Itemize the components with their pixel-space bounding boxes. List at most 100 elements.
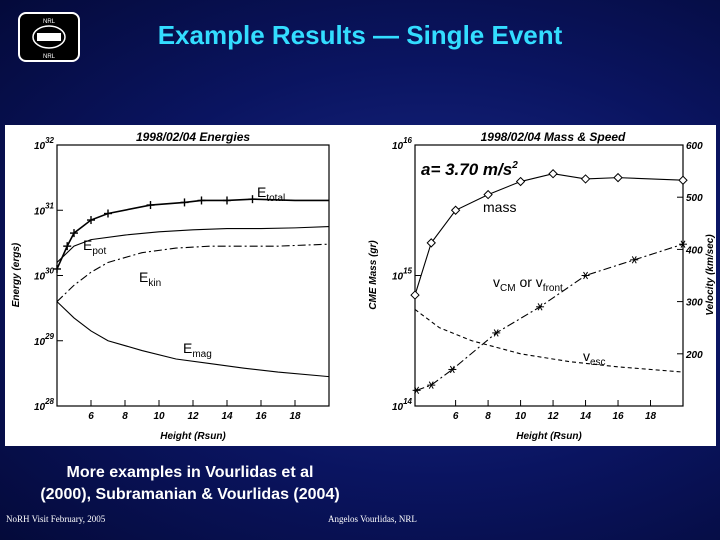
mass-speed-y-tick-label: 1016 [392, 136, 413, 152]
energies-y-tick-label: 1029 [34, 332, 55, 348]
mass-series-label: mass [483, 199, 516, 215]
energies-total-marker [180, 198, 189, 207]
velocity-series-marker-s2 [537, 303, 543, 311]
energies-label-emag: Emag [183, 340, 212, 360]
escape-speed-label: vesc [583, 348, 606, 368]
energies-frame [56, 144, 330, 407]
mass-series-marker-d [483, 189, 493, 200]
energies-total-marker [87, 216, 95, 225]
mass-series-marker-d [678, 175, 688, 185]
velocity-tick-label: 500 [686, 193, 703, 204]
energies-total-marker [146, 201, 155, 210]
mass-series-marker-d [515, 176, 526, 187]
mass-speed-x-tick-label: 6 [453, 411, 459, 422]
mass-speed-x-label: Height (Rsun) [516, 431, 582, 442]
velocity-series-marker [630, 256, 639, 264]
energies-y-label: Energy (ergs) [11, 242, 22, 307]
mass-series-marker-d [548, 169, 558, 179]
energies-label-epot: Epot [83, 237, 106, 257]
mass-speed-x-tick-label: 14 [580, 411, 592, 422]
mass-series-marker-d [410, 290, 420, 300]
mass-speed-x-tick-label: 16 [612, 411, 624, 422]
velocity-series-marker-s2 [680, 240, 686, 248]
energies-series-emag [56, 301, 330, 378]
velocity-series-label: vCM or vfront [493, 274, 563, 294]
energies-series-epot [56, 226, 330, 263]
energies-x-tick-label: 8 [122, 411, 128, 422]
mass-speed-x-tick-label: 12 [547, 411, 559, 422]
logo-bottom-text: NRL [43, 54, 56, 60]
mass-speed-frame [414, 144, 684, 407]
mass-series-marker [450, 205, 461, 215]
mass-series-marker [410, 290, 420, 300]
velocity-series-marker [412, 386, 421, 395]
mass-series-marker [580, 174, 591, 184]
velocity-series-marker-s2 [414, 386, 420, 395]
energies-total-marker [63, 242, 72, 251]
mass-speed-y-tick-label: 1014 [392, 397, 413, 413]
energies-series-ekin [56, 243, 330, 302]
footer-right: Angelos Vourlidas, NRL [328, 514, 417, 524]
mass-speed-y-label: CME Mass (gr) [368, 240, 379, 310]
energies-x-tick-label: 18 [289, 411, 301, 422]
energies-y-tick-label: 1031 [34, 201, 55, 217]
nrl-logo: NRL NRL [18, 12, 80, 62]
mass-series-marker-d [580, 174, 591, 184]
results-figure-svg: 1998/02/04 Energies 6 8 10 12 14 16 18 1028 1029 1… [11, 130, 716, 442]
mass-series-marker [548, 169, 558, 179]
velocity-tick-label: 200 [685, 350, 703, 361]
mass-speed-x-tick-label: 10 [515, 411, 527, 422]
slide-title: Example Results — Single Event [157, 20, 563, 50]
energies-label-ekin: Ekin [139, 269, 161, 289]
velocity-series-marker-s2 [583, 271, 588, 280]
mass-series-marker-d [426, 238, 436, 248]
velocity-series-marker-s2 [493, 329, 499, 337]
velocity-tick-label: 600 [686, 141, 703, 152]
mass-series-marker-d [450, 205, 461, 215]
energies-label-etotal: Etotal [257, 184, 285, 204]
mass-speed-x-tick-label: 8 [485, 411, 491, 422]
energies-x-tick-label: 6 [88, 411, 94, 422]
energies-total-marker [223, 196, 231, 205]
velocity-series-marker [581, 271, 590, 280]
velocity-tick-label: 300 [686, 298, 703, 309]
mass-series-marker [515, 176, 526, 187]
energies-total-marker [104, 209, 112, 218]
energies-total-marker [248, 195, 257, 204]
velocity-series-marker-s2 [631, 256, 637, 264]
mass-speed-title: 1998/02/04 Mass & Speed [481, 130, 626, 144]
energies-x-tick-label: 14 [221, 411, 233, 422]
energies-title: 1998/02/04 Energies [136, 130, 250, 144]
mass-series-marker [483, 189, 493, 200]
mass-speed-x-tick-label: 18 [645, 411, 657, 422]
velocity-series-marker [492, 329, 501, 337]
mass-series-marker [613, 172, 623, 183]
escape-speed-line [414, 308, 684, 373]
energies-total-marker [53, 264, 61, 273]
mass-series-marker [678, 175, 688, 185]
velocity-series-marker [448, 365, 457, 374]
velocity-axis-label: Velocity (km/sec) [705, 234, 716, 316]
velocity-series-marker [679, 240, 687, 248]
nrl-seal-icon: NRL NRL [32, 19, 66, 60]
velocity-series-marker-s2 [428, 381, 434, 389]
mass-series-line [414, 173, 684, 296]
energies-x-tick-label: 10 [153, 411, 165, 422]
mass-series-marker [426, 238, 436, 248]
velocity-series-line [416, 243, 684, 391]
mass-series-marker-d [613, 172, 623, 183]
energies-total-marker [70, 229, 78, 238]
energies-x-label: Height (Rsun) [160, 431, 226, 442]
energies-y-tick-label: 1028 [34, 397, 55, 413]
caption: More examples in Vourlidas et al (2000),… [0, 462, 380, 506]
energies-x-tick-label: 12 [187, 411, 199, 422]
velocity-series-marker [536, 303, 545, 311]
mass-speed-y-tick-label: 1015 [392, 267, 413, 283]
results-figure: 1998/02/04 Energies 6 8 10 12 14 16 18 1028 1029 1… [5, 125, 716, 446]
velocity-series-marker-s2 [449, 365, 455, 374]
caption-line-1: More examples in Vourlidas et al [66, 464, 314, 481]
footer-left: NoRH Visit February, 2005 [6, 514, 106, 524]
energies-series-etotal [56, 198, 329, 270]
logo-top-text: NRL [43, 19, 56, 25]
energies-y-tick-label: 1030 [34, 267, 55, 283]
